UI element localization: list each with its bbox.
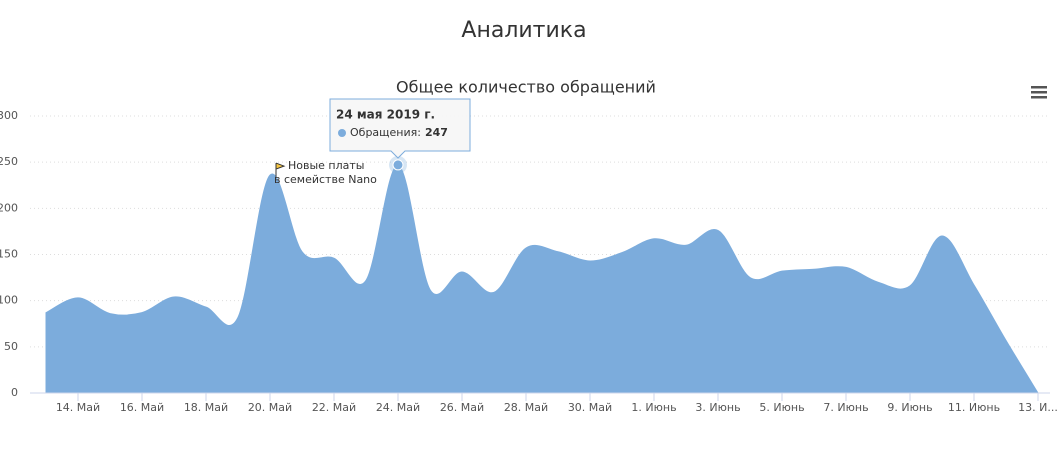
x-tick-label: 5. Июнь	[759, 401, 804, 414]
tooltip-label: Обращения: 247	[350, 126, 448, 139]
hover-point	[392, 159, 404, 171]
tooltip-series: Обращения:	[350, 126, 421, 139]
x-tick-label: 11. Июнь	[948, 401, 1000, 414]
area	[45, 164, 1039, 394]
x-tick-label: 14. Май	[56, 401, 100, 414]
y-tick-label: 150	[0, 248, 18, 261]
flag-icon	[275, 162, 286, 178]
menu-bar[interactable]	[1031, 91, 1047, 94]
x-tick-label: 13. И...	[1018, 401, 1058, 414]
x-tick-label: 28. Май	[504, 401, 548, 414]
x-tick-label: 22. Май	[312, 401, 356, 414]
annotation-text: в семействе Nano	[274, 173, 377, 186]
x-tick-label: 20. Май	[248, 401, 292, 414]
x-tick-label: 3. Июнь	[695, 401, 740, 414]
tooltip-value: 247	[425, 126, 448, 139]
y-tick-label: 50	[4, 340, 18, 353]
x-tick-label: 30. Май	[568, 401, 612, 414]
x-tick-label: 7. Июнь	[823, 401, 868, 414]
menu-bar[interactable]	[1031, 96, 1047, 99]
x-tick-label: 26. Май	[440, 401, 484, 414]
tooltip-title: 24 мая 2019 г.	[336, 108, 435, 122]
tooltip-box	[329, 98, 471, 159]
annotation-text: Новые платы	[288, 159, 365, 172]
x-tick-label: 24. Май	[376, 401, 420, 414]
menu-button[interactable]	[1031, 86, 1047, 99]
y-tick-label: 200	[0, 201, 18, 214]
tooltip-dot	[338, 129, 346, 137]
y-tick-label: 0	[11, 386, 18, 399]
y-tick-label: 250	[0, 155, 18, 168]
x-tick-label: 18. Май	[184, 401, 228, 414]
menu-bar[interactable]	[1031, 86, 1047, 89]
y-tick-label: 100	[0, 294, 18, 307]
page-title: Аналитика	[461, 18, 586, 43]
x-tick-label: 9. Июнь	[887, 401, 932, 414]
x-tick-label: 1. Июнь	[631, 401, 676, 414]
chart-title: Общее количество обращений	[396, 78, 656, 97]
y-tick-label: 300	[0, 109, 18, 122]
x-tick-label: 16. Май	[120, 401, 164, 414]
